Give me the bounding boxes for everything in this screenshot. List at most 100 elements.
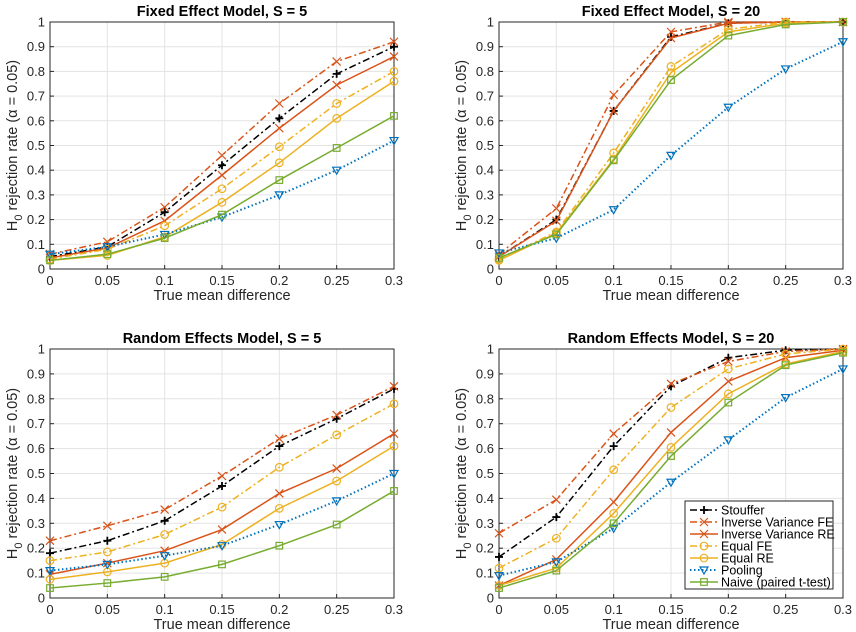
y-tick-label: 1 bbox=[38, 342, 45, 357]
data-point bbox=[389, 52, 399, 62]
data-point bbox=[837, 38, 849, 47]
data-point bbox=[839, 348, 847, 357]
data-point bbox=[275, 442, 284, 451]
data-point bbox=[723, 103, 734, 113]
x-tick-label: 0.3 bbox=[834, 602, 852, 617]
series-line bbox=[498, 352, 844, 589]
y-tick-label: 0.5 bbox=[27, 138, 45, 153]
data-point bbox=[274, 142, 284, 152]
data-point bbox=[608, 524, 619, 534]
series-line bbox=[498, 368, 844, 577]
series-inverse-variance-re bbox=[45, 429, 399, 579]
y-tick-label: 0 bbox=[487, 262, 494, 277]
data-point bbox=[781, 349, 791, 359]
y-tick-label: 0 bbox=[38, 262, 45, 277]
data-point bbox=[723, 25, 733, 34]
data-point bbox=[160, 516, 169, 525]
series-line bbox=[498, 21, 844, 259]
legend-label: Inverse Variance RE bbox=[721, 528, 835, 542]
y-label-subscript: 0 bbox=[462, 215, 474, 221]
legend-label: Equal FE bbox=[721, 540, 772, 554]
data-point bbox=[389, 399, 399, 409]
data-point bbox=[609, 156, 618, 165]
data-point bbox=[102, 243, 113, 252]
legend-marker bbox=[699, 553, 709, 563]
data-point bbox=[723, 357, 733, 366]
data-point bbox=[102, 521, 112, 531]
data-point bbox=[723, 376, 733, 386]
data-point bbox=[274, 191, 285, 201]
x-tick-label: 0.05 bbox=[544, 273, 569, 288]
data-point bbox=[44, 250, 56, 260]
data-point bbox=[389, 381, 399, 391]
y-tick-label: 0.4 bbox=[27, 163, 45, 178]
x-tick-label: 0.3 bbox=[385, 602, 403, 617]
y-label-rest: rejection rate (α = 0.05) bbox=[454, 388, 470, 543]
legend-item: Naive (paired t-test) bbox=[690, 576, 831, 590]
y-tick-label: 0.9 bbox=[476, 39, 494, 54]
data-point bbox=[609, 497, 619, 507]
legend-box bbox=[684, 500, 834, 590]
x-tick-label: 0.3 bbox=[385, 273, 403, 288]
chart-title: Fixed Effect Model, S = 20 bbox=[582, 4, 760, 20]
y-tick-label: 0.3 bbox=[27, 516, 45, 531]
legend-label: Stouffer bbox=[721, 504, 765, 518]
y-tick-label: 0.1 bbox=[476, 566, 494, 581]
data-point bbox=[103, 250, 112, 259]
data-point bbox=[275, 114, 284, 123]
data-point bbox=[160, 221, 170, 231]
series-stouffer bbox=[46, 42, 398, 261]
data-point bbox=[332, 410, 342, 420]
data-point bbox=[332, 464, 342, 473]
data-point bbox=[44, 567, 56, 576]
data-point bbox=[332, 69, 341, 78]
data-point bbox=[781, 361, 790, 370]
data-point bbox=[389, 429, 399, 439]
series-pooling bbox=[493, 365, 849, 581]
data-point bbox=[274, 520, 285, 530]
legend-label: Equal RE bbox=[721, 552, 774, 566]
subplot-1: 0 0.05 0.1 0.15 0.2 0.25 0.3 0 0.1 0.2 0.3 0.4 0.5 0.… bbox=[5, 4, 403, 304]
y-tick-label: 0.8 bbox=[27, 64, 45, 79]
data-point bbox=[389, 76, 399, 86]
data-point bbox=[102, 560, 113, 570]
data-point bbox=[389, 37, 399, 47]
data-point bbox=[551, 495, 561, 505]
data-point bbox=[274, 99, 284, 108]
data-point bbox=[160, 572, 169, 581]
y-axis-label: H0 rejection rate (α = 0.05) bbox=[454, 388, 474, 559]
data-point bbox=[666, 427, 676, 437]
subplot-2: 0 0.05 0.1 0.15 0.2 0.25 0.3 0 0.1 0.2 0.3 0.4 0.5 0.… bbox=[454, 4, 852, 304]
legend-marker bbox=[699, 541, 709, 551]
data-point bbox=[724, 398, 733, 407]
x-tick-label: 0.05 bbox=[544, 602, 569, 617]
data-point bbox=[332, 476, 342, 486]
data-point bbox=[332, 414, 341, 423]
y-label-rest: rejection rate (α = 0.05) bbox=[454, 60, 470, 215]
data-point bbox=[390, 111, 398, 120]
data-point bbox=[781, 20, 790, 29]
data-point bbox=[609, 90, 619, 100]
x-tick-label: 0.25 bbox=[773, 602, 798, 617]
y-tick-label: 0.6 bbox=[476, 113, 494, 128]
legend-marker bbox=[699, 517, 709, 527]
data-point bbox=[495, 584, 503, 592]
x-tick-label: 0.25 bbox=[324, 273, 349, 288]
data-point bbox=[780, 393, 791, 403]
data-point bbox=[666, 442, 676, 452]
y-tick-label: 0.1 bbox=[27, 237, 45, 252]
y-tick-label: 0.5 bbox=[27, 466, 45, 481]
x-tick-label: 0.05 bbox=[95, 273, 120, 288]
legend-marker bbox=[698, 566, 710, 576]
x-tick-label: 0.05 bbox=[95, 602, 120, 617]
series-line bbox=[498, 350, 844, 587]
y-label-rest: rejection rate (α = 0.05) bbox=[5, 388, 21, 543]
legend-label: Naive (paired t-test) bbox=[721, 576, 831, 590]
data-point bbox=[390, 487, 398, 495]
data-point bbox=[839, 18, 847, 26]
x-axis-label: True mean difference bbox=[602, 288, 739, 304]
y-tick-label: 1 bbox=[487, 15, 494, 30]
data-point bbox=[780, 65, 791, 75]
series-naive-paired-t-test- bbox=[46, 111, 398, 265]
